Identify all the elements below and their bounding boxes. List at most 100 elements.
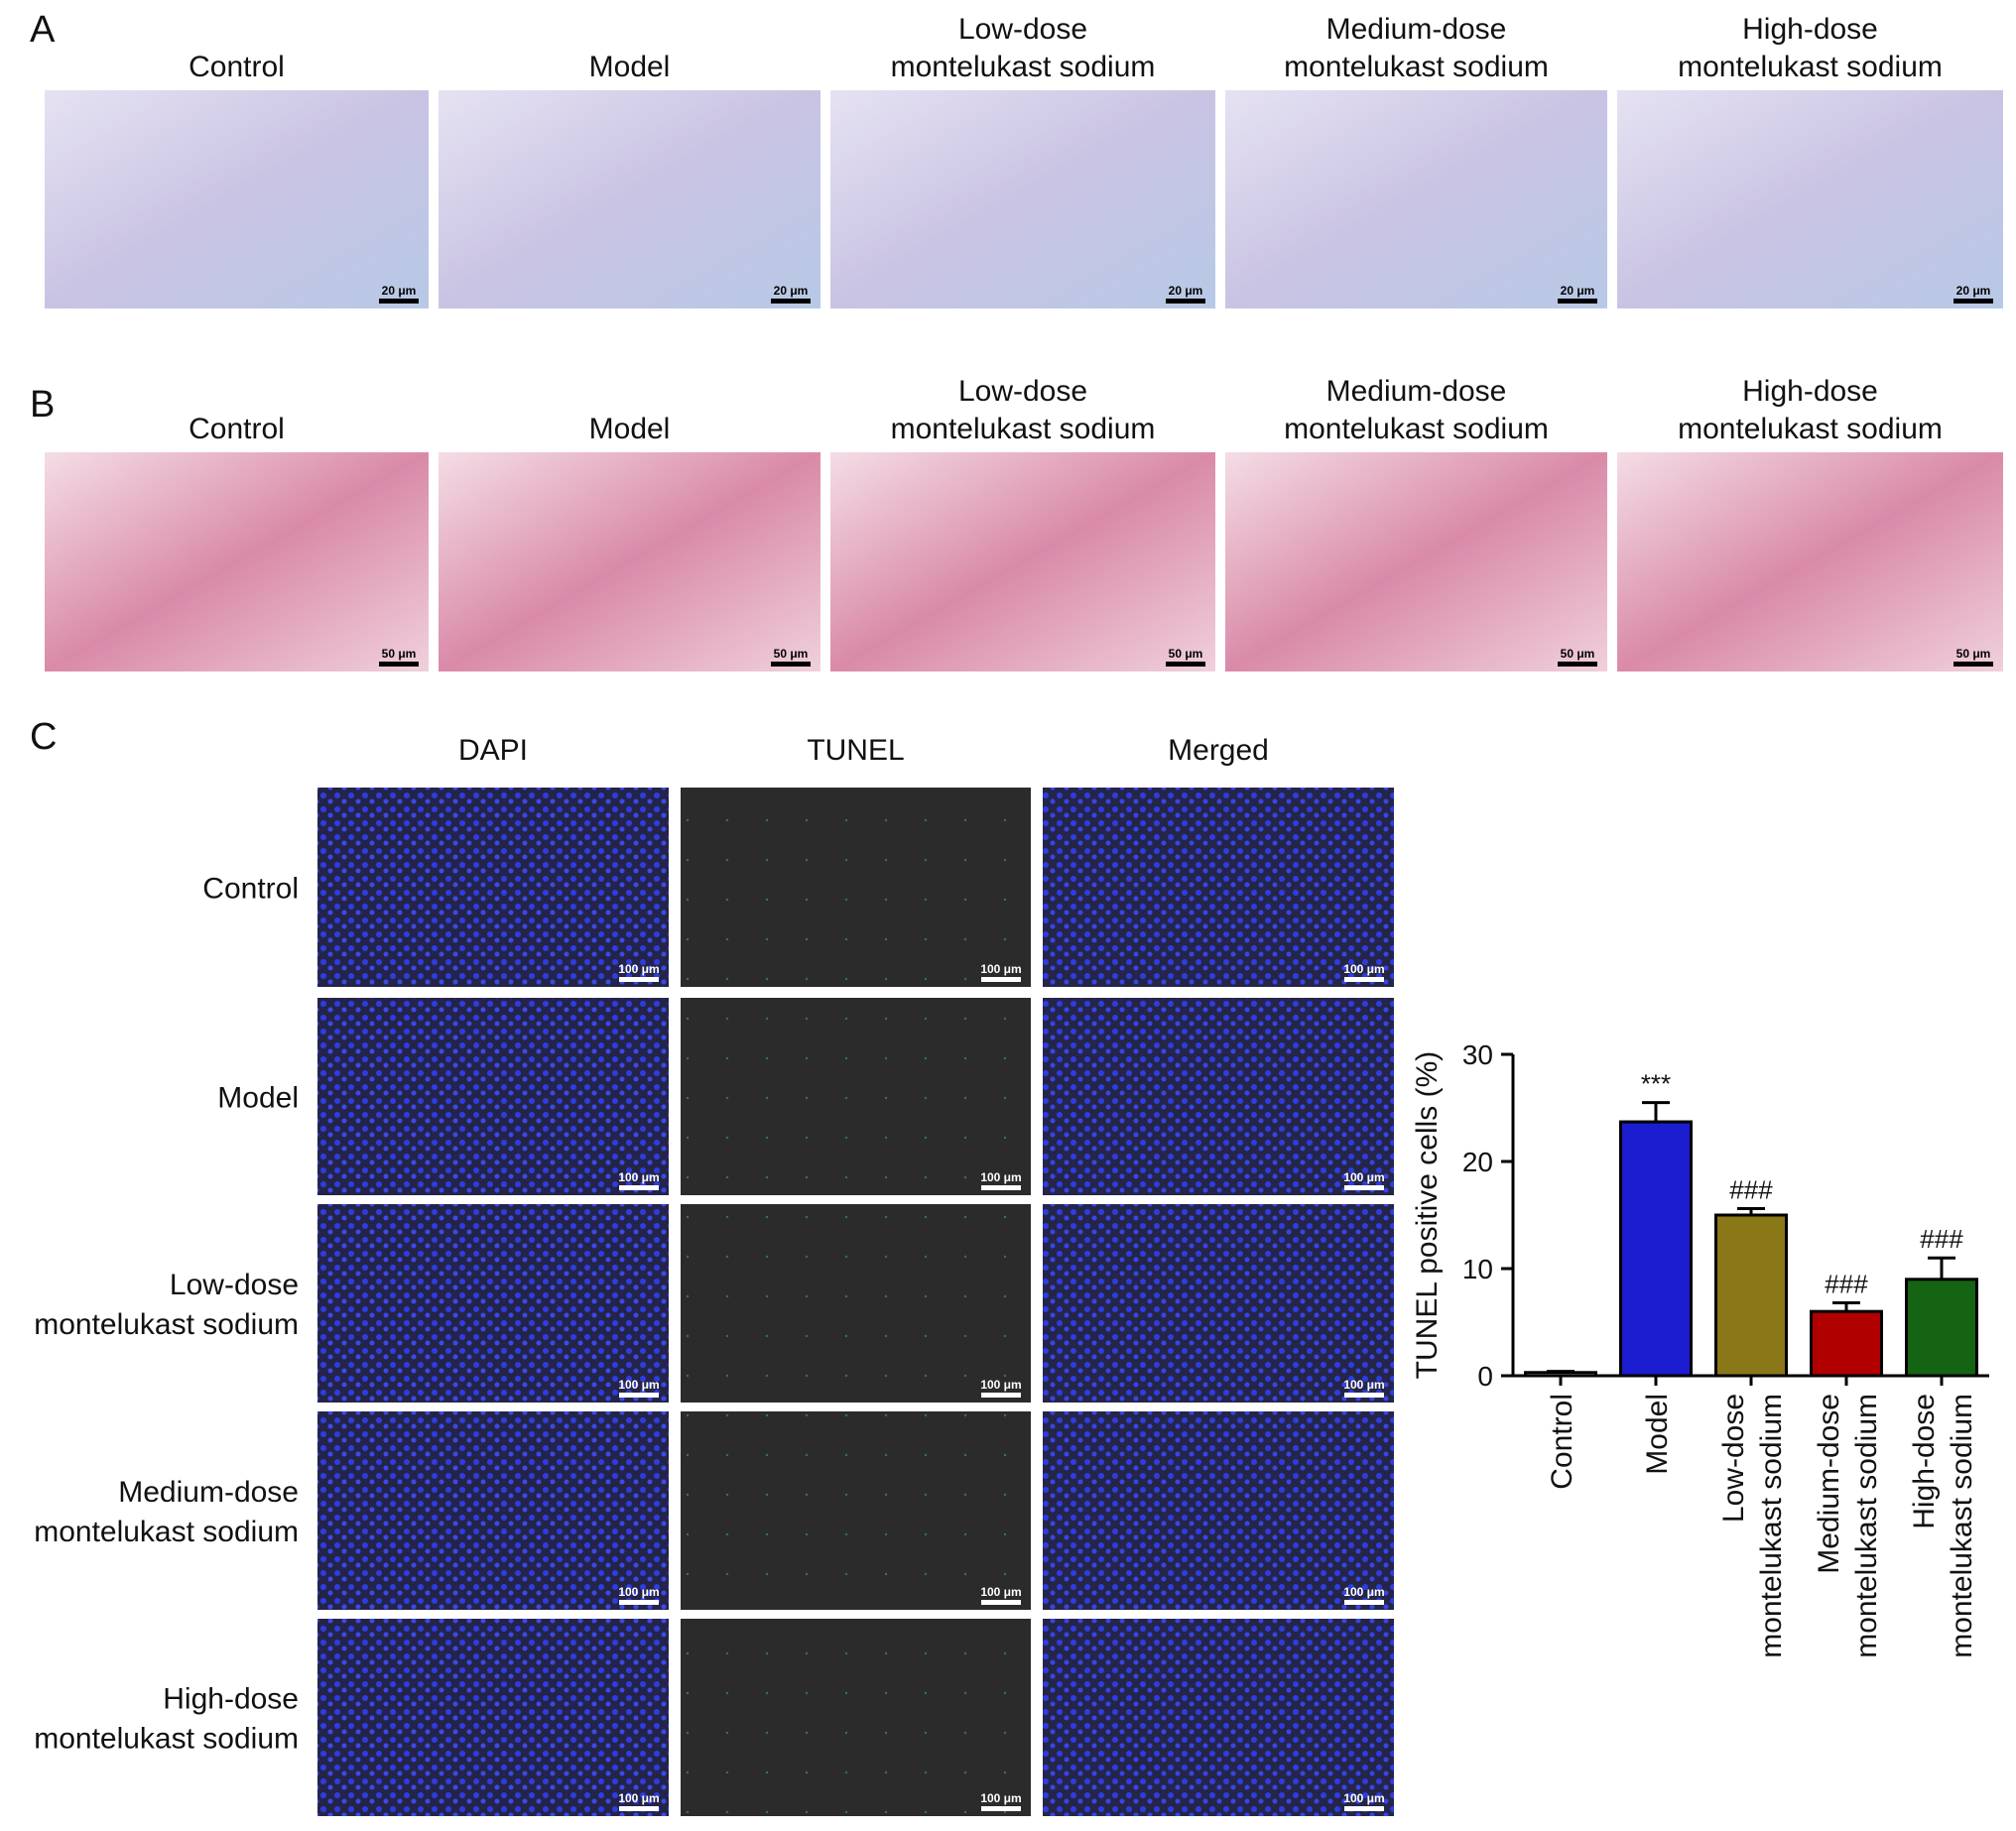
micrograph [1225, 452, 1607, 671]
scale-bar [619, 1185, 659, 1190]
y-tick-label: 20 [1462, 1147, 1493, 1177]
y-tick-label: 0 [1477, 1361, 1493, 1392]
column-title: Low-dose [958, 13, 1087, 46]
micrograph [317, 1619, 669, 1816]
y-tick-label: 10 [1462, 1254, 1493, 1284]
row-label: montelukast sodium [34, 1723, 299, 1756]
column-title: Control [189, 51, 285, 83]
scale-bar [1558, 299, 1597, 304]
scale-bar [1344, 1393, 1384, 1398]
x-tick-label: Control [1546, 1394, 1578, 1490]
scale-bar-label: 20 μm [382, 284, 417, 298]
scale-bar-label: 50 μm [774, 647, 809, 661]
micrograph [1043, 1411, 1394, 1610]
column-title: Medium-dose [1326, 13, 1507, 46]
column-title: montelukast sodium [1678, 51, 1943, 83]
scale-bar-label: 100 μm [1343, 962, 1384, 976]
scale-bar [619, 1393, 659, 1398]
column-header: DAPI [458, 734, 528, 767]
micrograph [317, 1411, 669, 1610]
micrograph [439, 452, 820, 671]
micrograph [317, 998, 669, 1195]
scale-bar-label: 100 μm [1343, 1378, 1384, 1392]
scale-bar-label: 100 μm [980, 962, 1021, 976]
column-title: Model [589, 51, 671, 83]
micrograph [317, 788, 669, 987]
row-label: Medium-dose [118, 1476, 299, 1509]
scale-bar-label: 50 μm [1956, 647, 1991, 661]
scale-bar-label: 100 μm [1343, 1585, 1384, 1599]
micrograph [45, 452, 429, 671]
x-tick-label: montelukast sodium [1850, 1394, 1883, 1658]
micrograph [1043, 1204, 1394, 1403]
scale-bar-label: 100 μm [618, 1378, 659, 1392]
micrograph [681, 998, 1031, 1195]
column-title: Model [589, 413, 671, 445]
scale-bar-label: 50 μm [1561, 647, 1595, 661]
scale-bar [981, 1806, 1021, 1811]
scale-bar [379, 299, 419, 304]
x-tick-label: montelukast sodium [1946, 1394, 1978, 1658]
column-title: montelukast sodium [1284, 413, 1549, 445]
panel-label: A [30, 9, 56, 51]
scale-bar [981, 977, 1021, 982]
significance-label: ### [1729, 1175, 1773, 1205]
micrograph [681, 1411, 1031, 1610]
bar [1524, 1371, 1597, 1378]
column-title: montelukast sodium [1678, 413, 1943, 445]
panel-label: B [30, 384, 55, 426]
scale-bar-label: 100 μm [1343, 1791, 1384, 1805]
micrograph [1043, 998, 1394, 1195]
scale-bar-label: 100 μm [1343, 1170, 1384, 1184]
scale-bar [619, 977, 659, 982]
bar [1905, 1278, 1978, 1378]
significance-label: ### [1825, 1270, 1868, 1299]
scale-bar-label: 100 μm [980, 1378, 1021, 1392]
scale-bar-label: 20 μm [774, 284, 809, 298]
x-tick-label: Model [1641, 1394, 1674, 1475]
y-tick-label: 30 [1462, 1039, 1493, 1070]
x-tick-label: Low-dose [1717, 1394, 1750, 1523]
scale-bar-label: 100 μm [618, 1170, 659, 1184]
y-axis-label: TUNEL positive cells (%) [1411, 1051, 1444, 1380]
scale-bar-label: 50 μm [382, 647, 417, 661]
scale-bar [1953, 662, 1993, 667]
scale-bar [1558, 662, 1597, 667]
scale-bar [619, 1600, 659, 1605]
scale-bar-label: 50 μm [1169, 647, 1203, 661]
scale-bar-label: 100 μm [980, 1585, 1021, 1599]
column-title: Medium-dose [1326, 375, 1507, 408]
micrograph [830, 90, 1215, 308]
micrograph [1043, 1619, 1394, 1816]
significance-label: ### [1920, 1224, 1963, 1254]
scale-bar [1166, 299, 1205, 304]
column-title: High-dose [1742, 375, 1878, 408]
row-label: montelukast sodium [34, 1516, 299, 1548]
column-header: Merged [1168, 734, 1269, 767]
micrograph [1617, 452, 2003, 671]
scale-bar [1344, 1185, 1384, 1190]
micrograph [681, 788, 1031, 987]
micrograph [45, 90, 429, 308]
scale-bar-label: 100 μm [618, 1791, 659, 1805]
scale-bar-label: 100 μm [618, 962, 659, 976]
scale-bar [1344, 1806, 1384, 1811]
column-title: High-dose [1742, 13, 1878, 46]
scale-bar [1344, 977, 1384, 982]
scale-bar [981, 1185, 1021, 1190]
micrograph [1225, 90, 1607, 308]
scale-bar [771, 662, 811, 667]
scale-bar-label: 100 μm [618, 1585, 659, 1599]
micrograph [1043, 788, 1394, 987]
scale-bar-label: 20 μm [1169, 284, 1203, 298]
panel-label: C [30, 716, 57, 758]
column-title: Control [189, 413, 285, 445]
micrograph [681, 1619, 1031, 1816]
scale-bar [1166, 662, 1205, 667]
bar [1619, 1120, 1693, 1378]
scale-bar [1953, 299, 1993, 304]
bar [1810, 1309, 1883, 1378]
micrograph [1617, 90, 2003, 308]
scale-bar [1344, 1600, 1384, 1605]
